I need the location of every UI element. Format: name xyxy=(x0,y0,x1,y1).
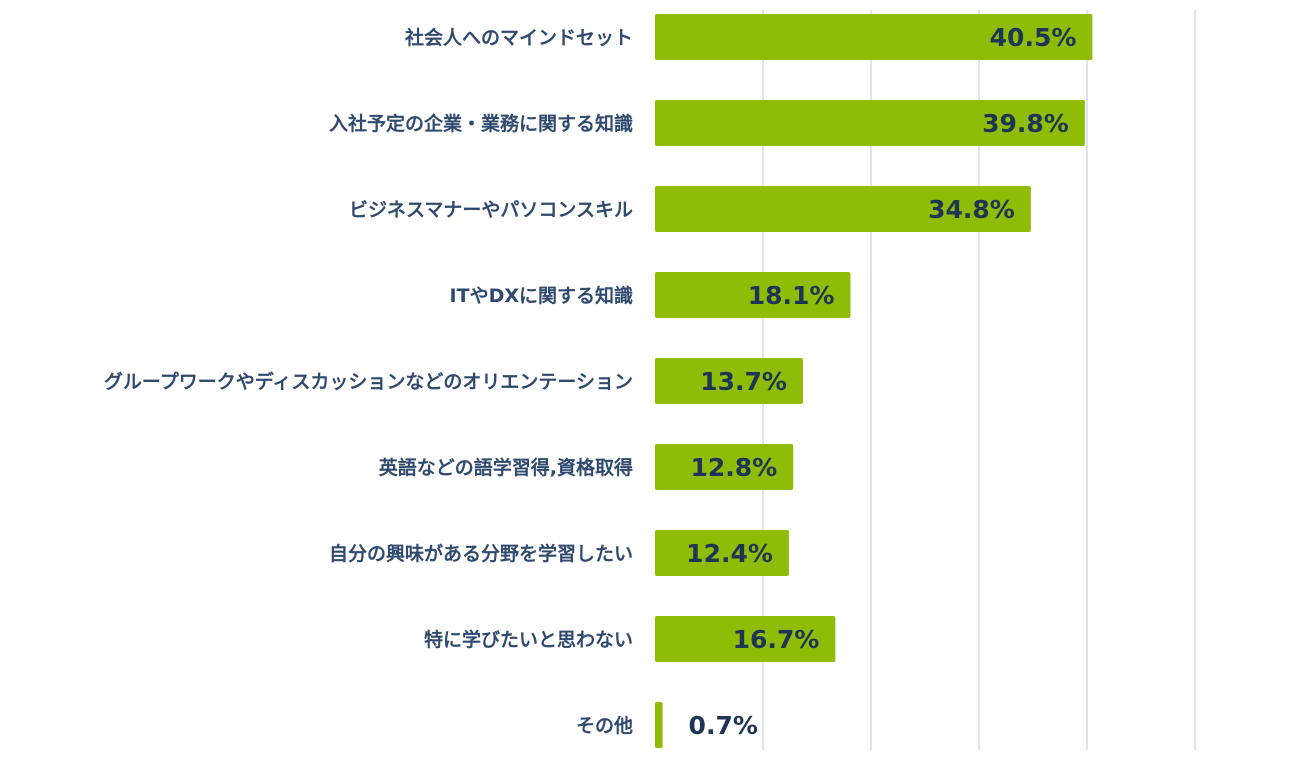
bar xyxy=(655,444,794,490)
category-label: 特に学びたいと思わない xyxy=(424,628,633,651)
value-label: 12.4% xyxy=(686,539,773,568)
bar xyxy=(655,616,836,662)
value-label: 0.7% xyxy=(689,711,758,740)
category-label: ITやDXに関する知識 xyxy=(450,284,633,307)
bar xyxy=(655,272,851,318)
bar xyxy=(655,358,803,404)
category-label: 社会人へのマインドセット xyxy=(404,26,633,49)
label-layer: 社会人へのマインドセット 40.5% 入社予定の企業・業務に関する知識 39.8% ビジ… xyxy=(104,23,1077,740)
category-label: 入社予定の企業・業務に関する知識 xyxy=(329,112,633,135)
bar xyxy=(655,14,1093,60)
value-label: 40.5% xyxy=(990,23,1077,52)
value-label: 12.8% xyxy=(691,453,778,482)
category-label: ビジネスマナーやパソコンスキル xyxy=(349,199,633,221)
value-label: 18.1% xyxy=(748,281,835,310)
category-label: 英語などの語学習得,資格取得 xyxy=(379,456,633,479)
value-label: 39.8% xyxy=(982,109,1069,138)
bar xyxy=(655,186,1031,232)
value-label: 13.7% xyxy=(700,367,787,396)
category-label: 自分の興味がある分野を学習したい xyxy=(329,542,633,565)
bar xyxy=(655,702,663,748)
bar-layer xyxy=(655,14,1093,748)
category-label: その他 xyxy=(576,714,633,737)
bar xyxy=(655,100,1085,146)
category-label: グループワークやディスカッションなどのオリエンテーション xyxy=(104,370,633,393)
value-label: 34.8% xyxy=(928,195,1015,224)
bar xyxy=(655,530,789,576)
value-label: 16.7% xyxy=(733,625,820,654)
